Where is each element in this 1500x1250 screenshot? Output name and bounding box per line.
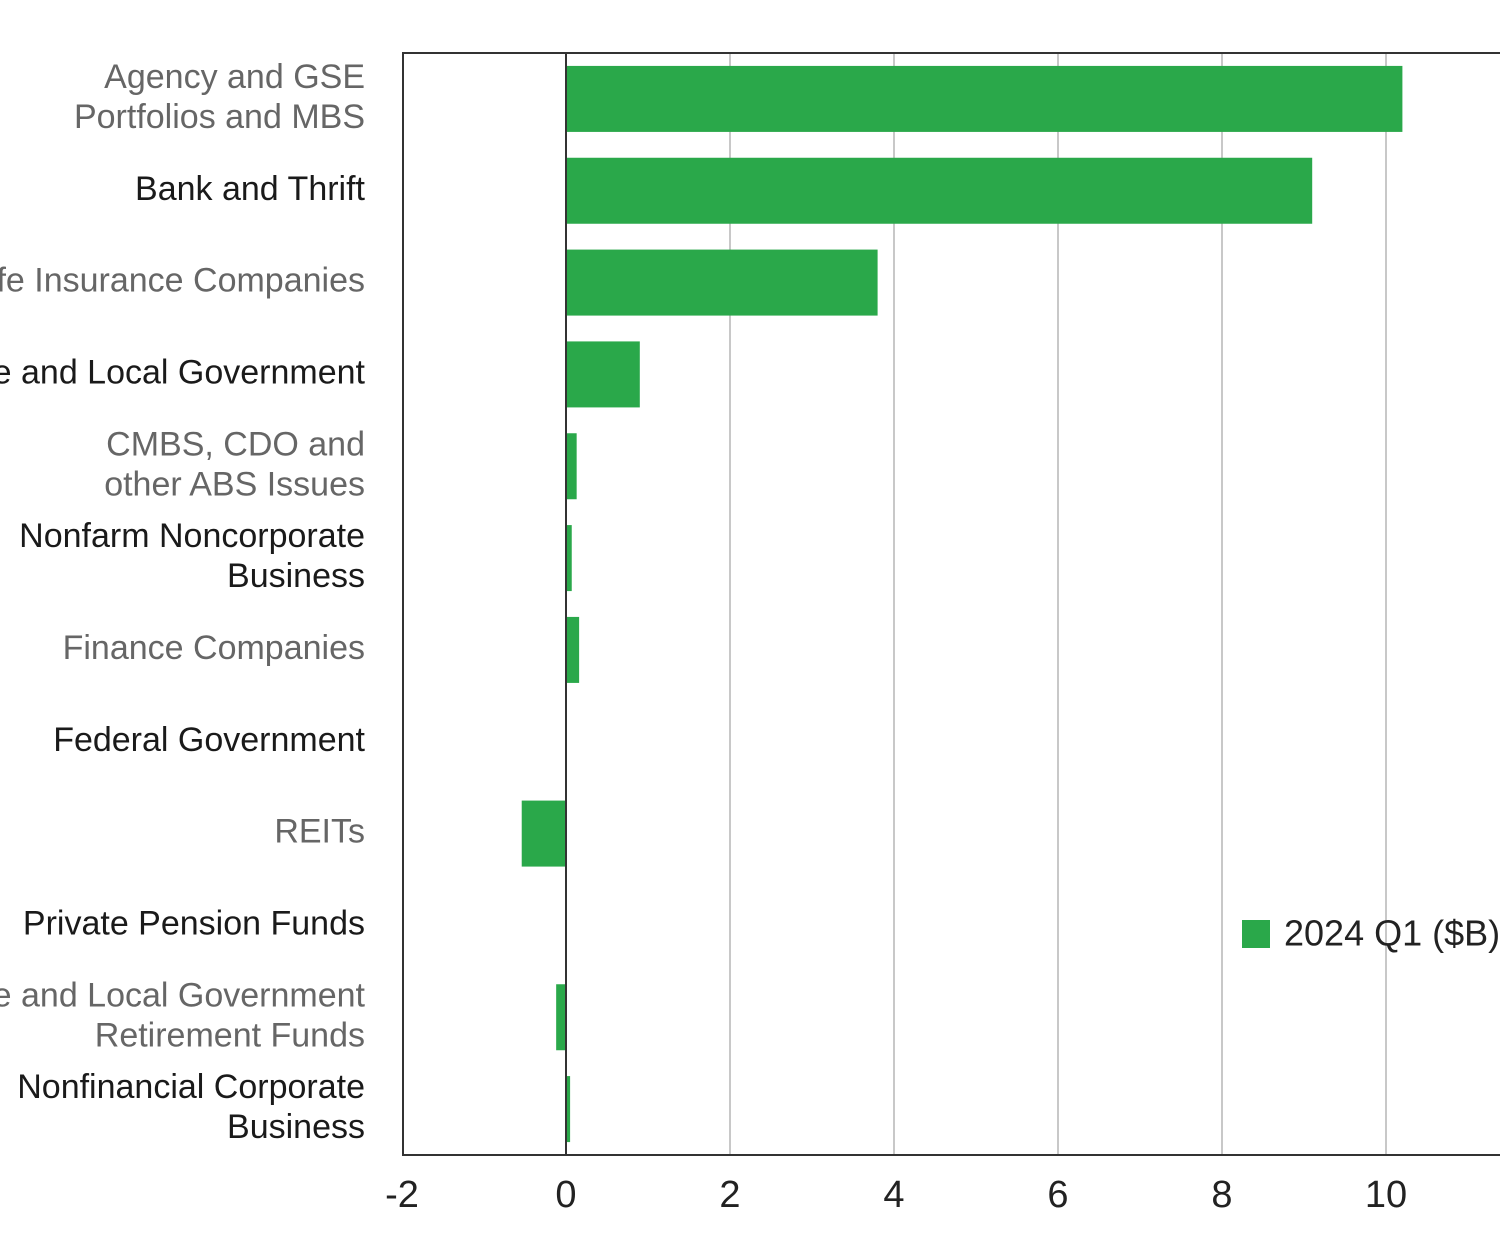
- bar: [521, 800, 566, 867]
- category-label: REITs: [274, 813, 365, 851]
- category-label-line: State and Local Government: [0, 353, 366, 391]
- category-label-line: Private Pension Funds: [23, 904, 365, 942]
- category-label-line: Agency and GSE: [104, 58, 365, 96]
- bar: [566, 1076, 571, 1143]
- x-tick-label: 10: [1365, 1174, 1407, 1216]
- x-tick-label: 8: [1211, 1174, 1232, 1216]
- legend-label: 2024 Q1 ($B): [1284, 913, 1500, 954]
- category-label: Agency and GSE Portfolios and MBS: [74, 58, 365, 136]
- category-label-line: Business: [227, 557, 365, 595]
- category-label-line: Bank and Thrift: [135, 170, 366, 208]
- category-label: Bank and Thrift: [135, 170, 366, 208]
- bar: [566, 433, 577, 500]
- bar: [566, 65, 1403, 132]
- category-label-line: Nonfarm Noncorporate: [19, 517, 365, 555]
- category-label-line: Business: [227, 1108, 365, 1146]
- category-label-line: Finance Companies: [63, 629, 365, 667]
- category-label-line: Federal Government: [53, 721, 365, 759]
- category-label: State and Local Government: [0, 353, 366, 391]
- category-label: Private Pension Funds: [23, 904, 365, 942]
- x-tick-label: 4: [883, 1174, 904, 1216]
- category-label-line: Life Insurance Companies: [0, 262, 365, 300]
- category-label-line: other ABS Issues: [104, 465, 365, 503]
- bar: [566, 616, 580, 683]
- x-tick-label: -2: [385, 1174, 419, 1216]
- bar: [556, 984, 566, 1051]
- plot-frame: [402, 52, 1500, 1156]
- category-label-line: Nonfinancial Corporate: [17, 1068, 365, 1106]
- category-label-line: Retirement Funds: [95, 1016, 365, 1054]
- category-label: Federal Government: [53, 721, 365, 759]
- category-label: Nonfinancial Corporate Business: [17, 1068, 365, 1146]
- category-label-line: Portfolios and MBS: [74, 98, 365, 136]
- category-label: Finance Companies: [63, 629, 365, 667]
- category-label: Life Insurance Companies: [0, 262, 365, 300]
- bar: [566, 341, 640, 408]
- bar: [566, 157, 1313, 224]
- category-label-line: REITs: [274, 813, 365, 851]
- category-label: Nonfarm Noncorporate Business: [19, 517, 365, 595]
- x-tick-label: 0: [555, 1174, 576, 1216]
- legend-swatch: [1242, 920, 1270, 948]
- bar: [566, 525, 572, 592]
- x-tick-label: 6: [1047, 1174, 1068, 1216]
- category-label-line: CMBS, CDO and: [106, 425, 365, 463]
- category-label-line: State and Local Government: [0, 976, 366, 1014]
- bar: [566, 249, 878, 316]
- category-label: CMBS, CDO and other ABS Issues: [104, 425, 365, 503]
- x-tick-label: 2: [719, 1174, 740, 1216]
